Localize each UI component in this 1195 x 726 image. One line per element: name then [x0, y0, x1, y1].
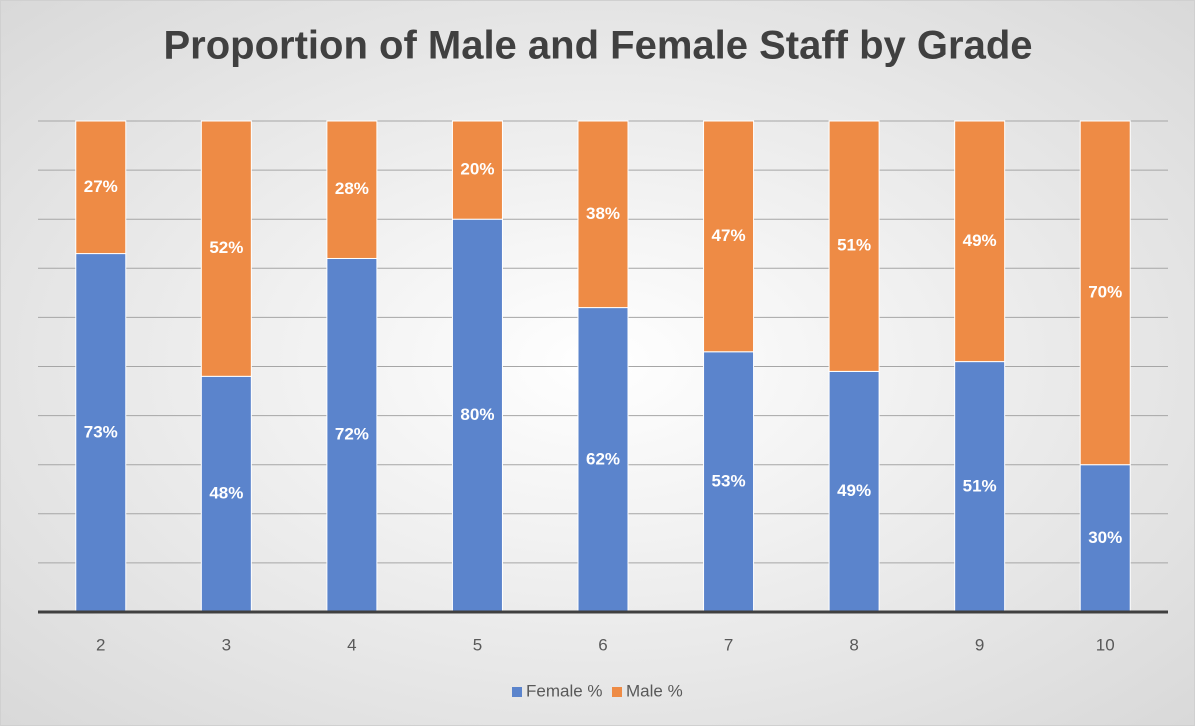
- x-tick-label: 7: [724, 635, 733, 654]
- bar-segment: [954, 120, 1006, 363]
- x-tick-label: 10: [1096, 635, 1115, 654]
- data-label: 80%: [460, 405, 494, 424]
- bar-segment: [954, 361, 1006, 613]
- chart-title: Proportion of Male and Female Staff by G…: [163, 24, 1032, 68]
- data-label: 53%: [712, 471, 746, 490]
- data-label: 48%: [209, 484, 243, 503]
- x-tick-label: 6: [598, 635, 607, 654]
- bar-segment: [451, 120, 503, 220]
- bar-segment: [326, 120, 378, 259]
- x-tick-label: 8: [849, 635, 858, 654]
- bar-segment: [451, 218, 503, 613]
- data-label: 47%: [712, 226, 746, 245]
- data-label: 38%: [586, 204, 620, 223]
- data-label: 51%: [963, 476, 997, 495]
- bar-segment: [577, 120, 629, 309]
- bar-segment: [828, 120, 880, 372]
- x-tick-label: 4: [347, 635, 356, 654]
- bar-segment: [200, 375, 252, 613]
- data-label: 49%: [837, 481, 871, 500]
- data-label: 28%: [335, 179, 369, 198]
- data-label: 30%: [1088, 528, 1122, 547]
- data-label: 51%: [837, 236, 871, 255]
- x-tick-label: 3: [222, 635, 231, 654]
- x-tick-label: 5: [473, 635, 482, 654]
- data-label: 72%: [335, 425, 369, 444]
- data-label: 49%: [963, 231, 997, 250]
- data-label: 52%: [209, 238, 243, 257]
- bar-segment: [1079, 464, 1131, 613]
- bar-segment: [75, 253, 127, 613]
- bar-segment: [200, 120, 252, 377]
- bar-segment: [703, 351, 755, 613]
- bar-segment: [703, 120, 755, 353]
- x-tick-label: 9: [975, 635, 984, 654]
- legend-label: Male %: [626, 681, 683, 700]
- data-label: 20%: [460, 160, 494, 179]
- bar-segment: [1079, 120, 1131, 466]
- legend-swatch: [512, 687, 522, 697]
- data-label: 70%: [1088, 282, 1122, 301]
- data-label: 62%: [586, 449, 620, 468]
- bar-segment: [577, 307, 629, 613]
- legend-swatch: [612, 687, 622, 697]
- legend-label: Female %: [526, 681, 603, 700]
- bar-segment: [75, 120, 127, 255]
- data-label: 27%: [84, 177, 118, 196]
- data-label: 73%: [84, 422, 118, 441]
- x-tick-label: 2: [96, 635, 105, 654]
